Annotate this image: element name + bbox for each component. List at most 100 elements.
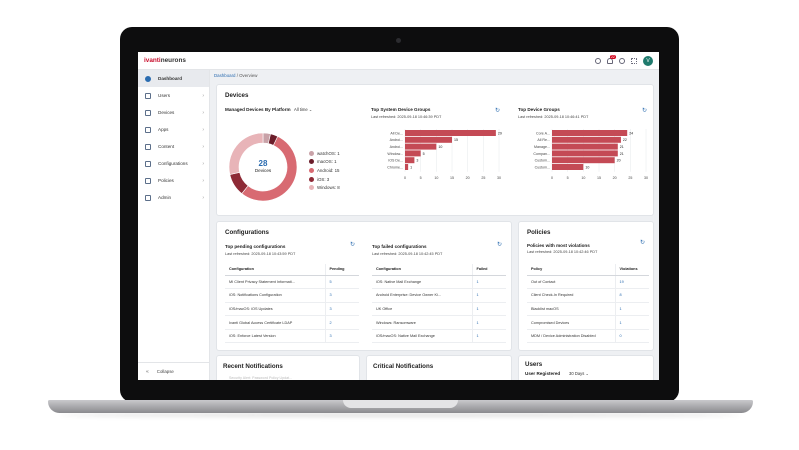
column-header[interactable]: Policy [527, 264, 615, 276]
cell-count[interactable]: 1 [471, 288, 506, 303]
cell-count[interactable]: 19 [614, 275, 649, 290]
chevron-right-icon: › [202, 92, 204, 99]
bar[interactable] [405, 150, 421, 157]
cell-count[interactable]: 1 [614, 302, 649, 317]
bar[interactable] [552, 164, 584, 170]
tick-label: 25 [481, 176, 485, 180]
info-icon[interactable] [595, 57, 601, 64]
legend-item[interactable]: Android: 15 [309, 166, 340, 175]
data-label: 20 [617, 159, 621, 163]
sidebar-item-configurations[interactable]: Configurations › [138, 155, 209, 172]
cell-count[interactable]: 8 [614, 288, 649, 303]
sidebar-item-content[interactable]: Content › [138, 138, 209, 155]
legend-item[interactable]: Windows: 8 [309, 183, 340, 192]
bar[interactable] [552, 143, 618, 150]
tick-label: 5 [420, 176, 422, 180]
legend-swatch [309, 176, 314, 182]
table-row[interactable]: Windows: Ransomware 1 [372, 315, 506, 330]
column-header[interactable]: Configuration [225, 264, 325, 276]
table-row[interactable]: Client Check-In Required 8 [527, 288, 649, 303]
refresh-icon[interactable]: ↻ [495, 108, 501, 114]
refresh-icon[interactable]: ↻ [640, 240, 646, 246]
bar[interactable] [552, 157, 615, 164]
refresh-icon[interactable]: ↻ [350, 242, 356, 248]
column-header[interactable]: Violations [614, 264, 649, 276]
bar[interactable] [405, 164, 409, 170]
bar[interactable] [405, 136, 452, 143]
ivanti-logo[interactable]: ivantineurons [144, 57, 186, 64]
sidebar-item-label: Policies [158, 178, 174, 183]
table-row[interactable]: Compromised Devices 1 [527, 315, 649, 330]
table-row[interactable]: MDM / Device Administration Disabled 0 [527, 329, 649, 344]
device-groups-bar-chart: 0 5 10 15 20 25 30 Core A... 24 All Re... 22 Manage… [533, 129, 648, 180]
users-period-filter[interactable]: 30 Days ⌄ [569, 371, 590, 376]
category-label: Compan... [533, 152, 550, 156]
breadcrumb-dashboard-link[interactable]: Dashboard [214, 73, 236, 78]
cell-count[interactable]: 5 [324, 275, 359, 290]
bar[interactable] [405, 143, 437, 150]
column-header[interactable]: Failed [471, 264, 506, 276]
cell-count[interactable]: 1 [614, 315, 649, 330]
refresh-icon[interactable]: ↻ [497, 242, 503, 248]
sidebar-item-devices[interactable]: Devices › [138, 104, 209, 121]
table-row[interactable]: Ivanti Global Access Certificate LDAP 2 [225, 315, 359, 330]
table-row[interactable]: Blacklist macOS 1 [527, 302, 649, 317]
cell-count[interactable]: 1 [471, 315, 506, 330]
tick-label: 0 [404, 176, 406, 180]
devices-total[interactable]: 28 [258, 159, 268, 168]
donut-slice[interactable] [228, 132, 264, 175]
platform-time-filter[interactable]: All time ⌄ [294, 107, 313, 112]
chevron-right-icon: › [202, 109, 204, 116]
category-label: All De... [390, 131, 403, 135]
bell-icon[interactable]: 22 [607, 54, 616, 64]
column-header[interactable]: Configuration [372, 264, 472, 276]
table-row[interactable]: iOS: Notifications Configuration 3 [225, 288, 359, 303]
table-row[interactable]: iOS/macOS: iOS Updates 3 [225, 302, 359, 317]
help-icon[interactable] [619, 57, 625, 64]
sidebar-item-policies[interactable]: Policies › [138, 172, 209, 189]
legend-item[interactable]: watchOS: 1 [309, 149, 340, 158]
cell-count[interactable]: 1 [471, 329, 506, 344]
table-header: Configuration Pending [225, 264, 359, 276]
table-row[interactable]: iOS: Enforce Latest Version 3 [225, 329, 359, 344]
cell-count[interactable]: 3 [324, 288, 359, 303]
sidebar-item-users[interactable]: Users › [138, 87, 209, 104]
category-label: Androi... [390, 145, 403, 149]
cell-count[interactable]: 2 [324, 315, 359, 330]
tick-label: 30 [644, 176, 648, 180]
table-row[interactable]: iOS/macOS: Native Mail Exchange 1 [372, 329, 506, 344]
bar[interactable] [405, 157, 415, 164]
apps-grid-icon[interactable] [631, 57, 637, 64]
cell-count[interactable]: 3 [324, 329, 359, 344]
bar[interactable] [552, 130, 628, 136]
tick-label: 10 [434, 176, 438, 180]
table-row[interactable]: iOS: Native Mail Exchange 1 [372, 275, 506, 290]
category-label: Chrome... [387, 165, 403, 169]
sidebar-item-dashboard[interactable]: Dashboard [138, 70, 209, 87]
cell-count[interactable]: 0 [614, 329, 649, 344]
table-row[interactable]: Android Enterprise: Device Owner Ki... 1 [372, 288, 506, 303]
table-row[interactable]: UK Office 1 [372, 302, 506, 317]
column-header[interactable]: Pending [324, 264, 359, 276]
legend-swatch [309, 150, 314, 156]
cell-count[interactable]: 3 [324, 302, 359, 317]
table-row[interactable]: Out of Contact 19 [527, 275, 649, 290]
policies-icon [145, 177, 151, 184]
cell-count[interactable]: 1 [471, 275, 506, 290]
sidebar-item-apps[interactable]: Apps › [138, 121, 209, 138]
refresh-icon[interactable]: ↻ [642, 108, 648, 114]
category-label: All Re... [537, 138, 550, 142]
avatar[interactable]: V [643, 55, 653, 66]
notification-item[interactable]: Security Alert: Password Policy Updat... [229, 376, 293, 380]
legend-item[interactable]: iOS: 3 [309, 175, 340, 184]
table-row[interactable]: MI Client Privacy Statement Informati...… [225, 275, 359, 290]
legend-item[interactable]: macOS: 1 [309, 158, 340, 167]
cell-count[interactable]: 1 [471, 302, 506, 317]
bar[interactable] [552, 150, 618, 157]
category-label: iOS De... [388, 159, 403, 163]
collapse-button[interactable]: «Collapse [138, 362, 210, 380]
bar[interactable] [552, 136, 621, 143]
bar[interactable] [405, 130, 496, 136]
dashboard-icon [145, 75, 151, 82]
sidebar-item-admin[interactable]: Admin › [138, 189, 209, 206]
